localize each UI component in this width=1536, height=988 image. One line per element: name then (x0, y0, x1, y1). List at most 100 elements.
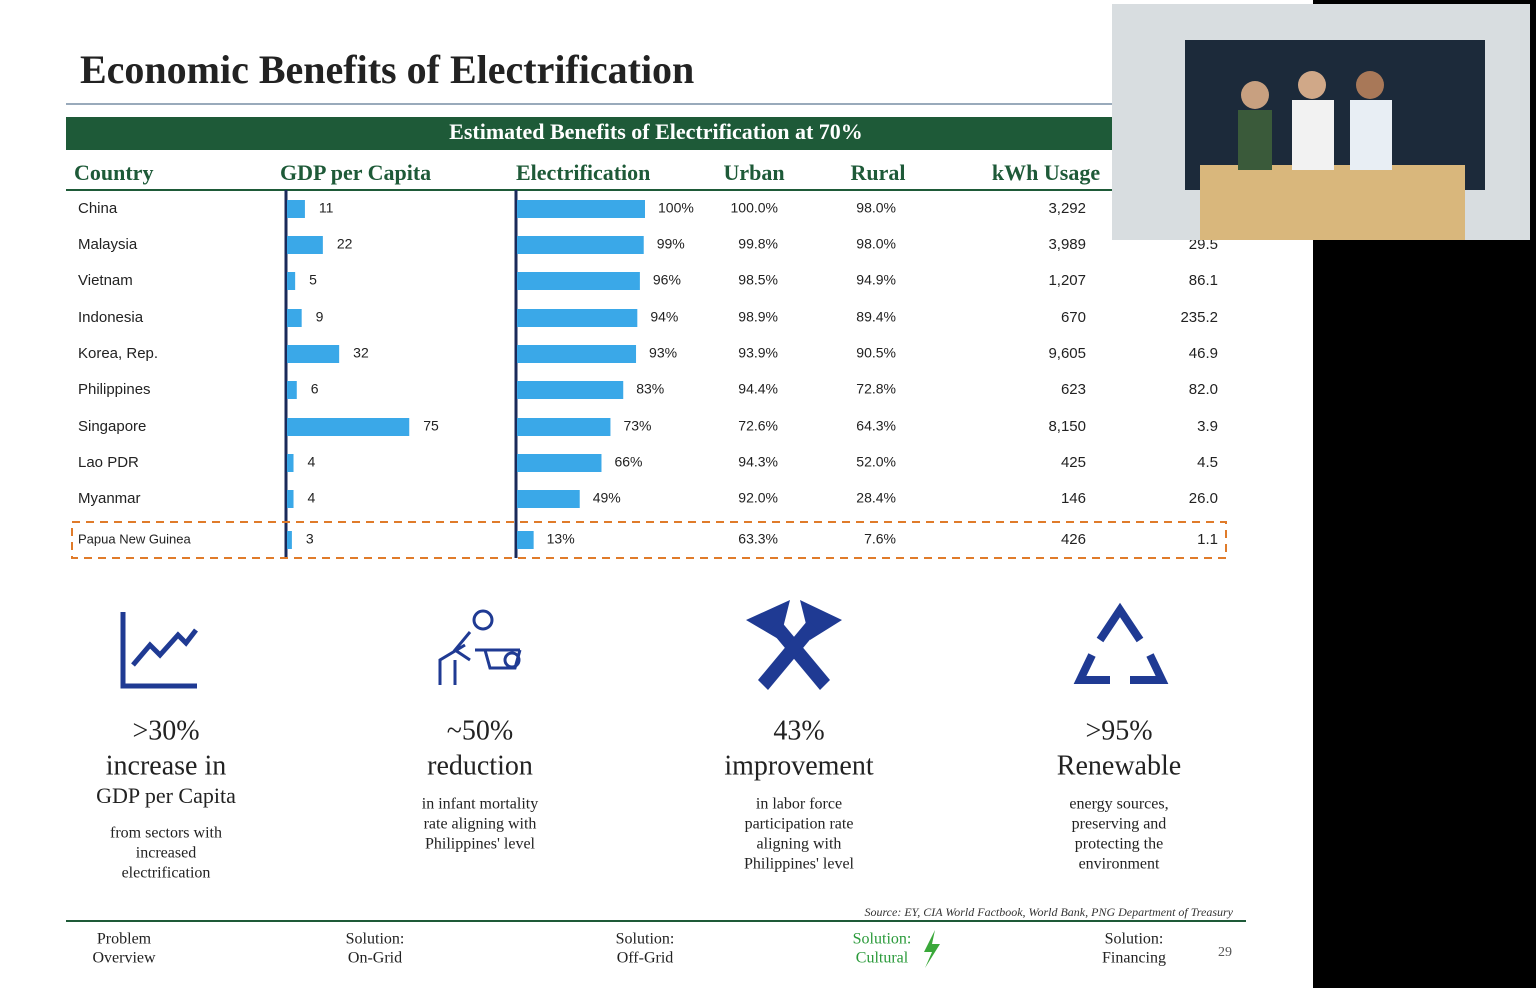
urban-cell: 100.0% (731, 200, 778, 216)
electrification-label: 100% (658, 200, 694, 216)
kwh-cell: 3,989 (1048, 236, 1086, 253)
person (1292, 100, 1334, 170)
electrification-label: 83% (636, 381, 664, 397)
column-header: Urban (723, 160, 784, 185)
country-cell: China (78, 200, 118, 217)
hammers-icon (746, 600, 842, 690)
gdp-label: 4 (308, 490, 316, 506)
country-cell: Myanmar (78, 490, 141, 507)
benefit-text: in labor force (756, 796, 842, 813)
kwh-cell: 146 (1061, 490, 1086, 507)
source-note: Source: EY, CIA World Factbook, World Ba… (864, 905, 1233, 919)
urban-cell: 98.5% (738, 272, 778, 288)
nav-item: Overview (92, 950, 156, 967)
kwh-cell: 670 (1061, 309, 1086, 326)
last-cell: 82.0 (1189, 381, 1218, 398)
gdp-bar (287, 381, 297, 399)
gdp-bar (287, 531, 292, 549)
electrification-bar (517, 236, 644, 254)
benefit-stat: ~50% (447, 715, 513, 746)
nav-item: Financing (1102, 950, 1166, 967)
nav-item: Cultural (856, 950, 909, 967)
gdp-label: 3 (306, 531, 314, 547)
benefit-text: electrification (122, 865, 211, 882)
column-header: kWh Usage (992, 160, 1100, 185)
country-cell: Vietnam (78, 272, 133, 289)
benefit-headline: reduction (427, 750, 533, 781)
nav-item: On-Grid (348, 950, 402, 967)
column-header: Rural (851, 160, 906, 185)
benefit-text: energy sources, (1069, 796, 1168, 813)
electrification-bar (517, 490, 580, 508)
kwh-cell: 1,207 (1048, 272, 1086, 289)
electrification-bar (517, 272, 640, 290)
country-cell: Indonesia (78, 309, 144, 326)
electrification-label: 66% (614, 454, 642, 470)
country-cell: Malaysia (78, 236, 138, 253)
electrification-label: 13% (547, 531, 575, 547)
benefit-stat: >30% (132, 715, 199, 746)
last-cell: 26.0 (1189, 490, 1218, 507)
electrification-label: 73% (623, 418, 651, 434)
gdp-label: 6 (311, 381, 319, 397)
kwh-cell: 9,605 (1048, 345, 1086, 362)
chart-icon (120, 612, 198, 689)
benefit-stat: 43% (773, 715, 824, 746)
urban-cell: 99.8% (738, 236, 778, 252)
gdp-label: 5 (309, 272, 317, 288)
gdp-bar (287, 490, 294, 508)
nav-item: Off-Grid (617, 950, 674, 967)
gdp-bar (287, 309, 302, 327)
last-cell: 235.2 (1180, 309, 1218, 326)
benefit-text: Philippines' level (744, 856, 855, 873)
last-cell: 4.5 (1197, 454, 1218, 471)
urban-cell: 93.9% (738, 345, 778, 361)
last-cell: 3.9 (1197, 418, 1218, 435)
country-cell: Korea, Rep. (78, 345, 158, 362)
benefit-headline: increase in (106, 750, 227, 781)
country-cell: Singapore (78, 418, 146, 435)
banner-text: Estimated Benefits of Electrification at… (449, 119, 863, 144)
person (1238, 110, 1272, 170)
electrification-bar (517, 345, 637, 363)
gdp-bar (287, 418, 410, 436)
benefit-text: Philippines' level (425, 836, 536, 853)
nav-item: Solution: (1105, 931, 1164, 948)
gdp-label: 32 (353, 345, 369, 361)
rural-cell: 90.5% (856, 345, 896, 361)
rural-cell: 98.0% (856, 236, 896, 252)
desk (1200, 165, 1465, 240)
nav-item: Solution: (346, 931, 405, 948)
person (1356, 71, 1384, 99)
benefit-headline: improvement (724, 750, 874, 781)
benefit-text: from sectors with (110, 825, 222, 842)
last-cell: 29.5 (1189, 236, 1218, 253)
gdp-bar (287, 200, 305, 218)
kwh-cell: 623 (1061, 381, 1086, 398)
last-cell: 86.1 (1189, 272, 1218, 289)
benefit-subhead: GDP per Capita (96, 783, 236, 808)
kwh-cell: 425 (1061, 454, 1086, 471)
column-header: Electrification (516, 160, 650, 185)
rural-cell: 98.0% (856, 200, 896, 216)
urban-cell: 92.0% (738, 490, 778, 506)
last-cell: 46.9 (1189, 345, 1218, 362)
urban-cell: 94.3% (738, 454, 778, 470)
benefit-text: increased (136, 845, 196, 862)
electrification-label: 93% (649, 345, 677, 361)
kwh-cell: 3,292 (1048, 200, 1086, 217)
person (1350, 100, 1392, 170)
electrification-label: 99% (657, 236, 685, 252)
electrification-bar (517, 381, 624, 399)
benefit-text: protecting the (1075, 836, 1163, 853)
page-number: 29 (1218, 945, 1232, 960)
rural-cell: 28.4% (856, 490, 896, 506)
benefit-stat: >95% (1085, 715, 1152, 746)
urban-cell: 98.9% (738, 309, 778, 325)
benefit-text: aligning with (757, 836, 842, 853)
rural-cell: 94.9% (856, 272, 896, 288)
column-header: Country (74, 160, 153, 185)
person (1241, 81, 1269, 109)
